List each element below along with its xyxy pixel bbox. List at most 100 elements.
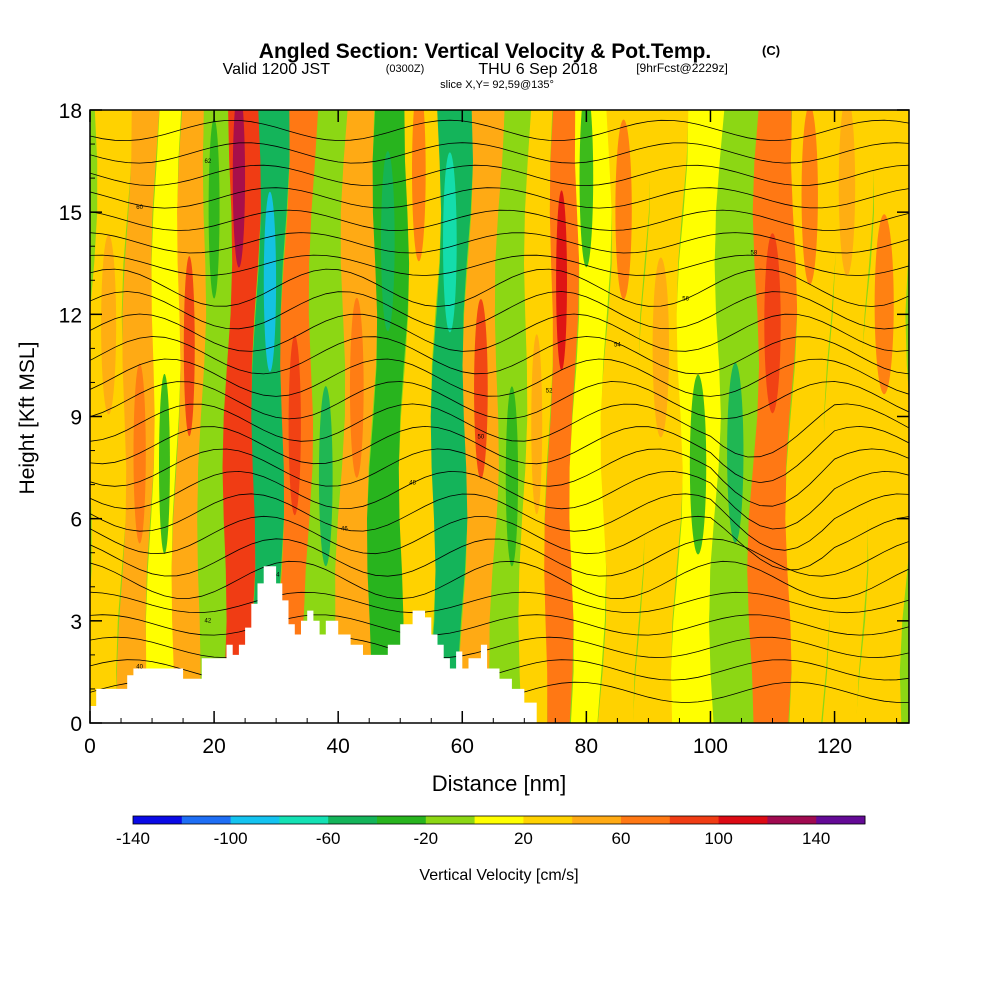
colorbar-tick-label: -20 xyxy=(414,829,439,848)
isentrope-line xyxy=(90,448,909,507)
colorbar-swatch xyxy=(572,816,622,824)
colorbar-swatch xyxy=(669,816,720,824)
isentrope-label: 40 xyxy=(136,665,143,671)
colorbar-swatch xyxy=(279,816,329,824)
isentrope-label: 42 xyxy=(205,619,212,625)
colorbar-tick-labels: -140 -100 -60 -20 20 60 100 140 xyxy=(116,829,830,848)
colorbar-swatch xyxy=(230,816,280,824)
velocity-band xyxy=(90,110,133,723)
colorbar-tick-label: 100 xyxy=(704,829,732,848)
velocity-core xyxy=(158,373,170,554)
x-tick-label: 60 xyxy=(451,735,474,758)
velocity-core xyxy=(232,110,246,268)
isentrope-line xyxy=(90,425,909,484)
velocity-band xyxy=(367,110,410,723)
velocity-core xyxy=(615,119,632,300)
velocity-core xyxy=(101,234,117,415)
isentrope-label: 60 xyxy=(136,205,143,211)
isentrope-line xyxy=(90,291,909,330)
velocity-core xyxy=(412,110,426,262)
velocity-core xyxy=(652,257,670,438)
velocity-core xyxy=(208,118,220,299)
velocity-band xyxy=(822,110,874,723)
colorbar xyxy=(132,815,866,825)
colorbar-tick-label: 20 xyxy=(514,829,533,848)
isentrope-line xyxy=(90,142,909,164)
y-tick-label: 18 xyxy=(59,100,82,123)
subtitle-date: THU 6 Sep 2018 xyxy=(478,61,597,78)
isentrope-line xyxy=(90,358,909,397)
isentrope-line xyxy=(90,119,909,142)
velocity-core xyxy=(288,335,301,516)
velocity-core xyxy=(556,190,568,371)
x-tick-label: 80 xyxy=(575,735,598,758)
y-axis-ticks: 0 3 6 9 12 15 18 xyxy=(59,100,909,736)
x-tick-label: 20 xyxy=(202,735,225,758)
isentrope-line xyxy=(90,313,909,352)
velocity-core xyxy=(764,233,781,414)
x-tick-label: 0 xyxy=(84,735,96,758)
velocity-band xyxy=(426,110,474,723)
isentrope-line xyxy=(90,336,909,375)
isentrope-label: 48 xyxy=(409,481,416,487)
velocity-core xyxy=(874,214,894,395)
y-axis-label: Height [Kft MSL] xyxy=(16,342,39,495)
subtitle-utc: (0300Z) xyxy=(386,63,425,75)
isentrope-line xyxy=(90,538,909,577)
y-tick-label: 3 xyxy=(70,611,82,634)
isentrope-label: 58 xyxy=(751,251,758,257)
colorbar-swatch xyxy=(718,816,768,824)
isentrope-line xyxy=(90,187,909,209)
colorbar-tick-label: 60 xyxy=(612,829,631,848)
chart-title-mark: (C) xyxy=(762,43,780,58)
isentrope-line xyxy=(90,209,909,231)
y-tick-label: 12 xyxy=(59,304,82,327)
x-axis-label: Distance [nm] xyxy=(432,771,567,796)
isentrope-line xyxy=(90,268,909,307)
y-tick-label: 9 xyxy=(70,407,82,430)
colorbar-tick-label: -140 xyxy=(116,829,150,848)
colorbar-swatch xyxy=(425,816,476,824)
colorbar-swatch xyxy=(328,816,378,824)
plot-area: 40 42 44 46 48 50 52 54 56 58 60 62 xyxy=(90,110,909,723)
colorbar-swatch xyxy=(523,816,573,824)
isentrope-line xyxy=(90,591,909,614)
velocity-band xyxy=(398,110,442,723)
velocity-band xyxy=(544,110,580,723)
colorbar-tick-label: 140 xyxy=(802,829,830,848)
slice-label: slice X,Y= 92,59@135° xyxy=(440,79,554,91)
x-tick-label: 100 xyxy=(693,735,728,758)
terrain-mask xyxy=(90,566,537,723)
isentrope-line xyxy=(90,403,909,458)
isentrope-label: 56 xyxy=(682,297,689,303)
colorbar-swatch xyxy=(474,816,524,824)
colorbar-tick-label: -100 xyxy=(214,829,248,848)
velocity-band xyxy=(855,110,909,723)
isentrope-line xyxy=(90,232,909,254)
velocity-core xyxy=(380,151,395,332)
velocity-core xyxy=(443,152,457,333)
subtitle-forecast: [9hrFcst@2229z] xyxy=(636,61,728,75)
velocity-band xyxy=(197,110,232,723)
isentropes: 40 42 44 46 48 50 52 54 56 58 60 62 xyxy=(90,119,909,704)
subtitle-valid: Valid 1200 JST xyxy=(223,61,331,78)
isentrope-line xyxy=(90,515,909,571)
velocity-band xyxy=(597,110,651,723)
isentrope-line xyxy=(90,381,909,420)
x-tick-label: 40 xyxy=(327,735,350,758)
isentrope-label: 46 xyxy=(341,527,348,533)
velocity-core xyxy=(263,191,277,372)
isentrope-label: 52 xyxy=(546,389,553,395)
isentrope-label: 54 xyxy=(614,343,621,349)
colorbar-swatch xyxy=(767,816,817,824)
y-tick-label: 6 xyxy=(70,509,82,532)
isentrope-line xyxy=(90,560,909,600)
isentrope-label: 62 xyxy=(205,159,212,165)
velocity-band xyxy=(221,110,262,723)
velocity-field xyxy=(90,110,909,723)
x-axis-ticks: 0 20 40 60 80 100 120 xyxy=(84,110,898,758)
isentrope-line xyxy=(90,164,909,187)
y-tick-label: 15 xyxy=(59,202,82,225)
colorbar-swatch xyxy=(621,816,671,824)
